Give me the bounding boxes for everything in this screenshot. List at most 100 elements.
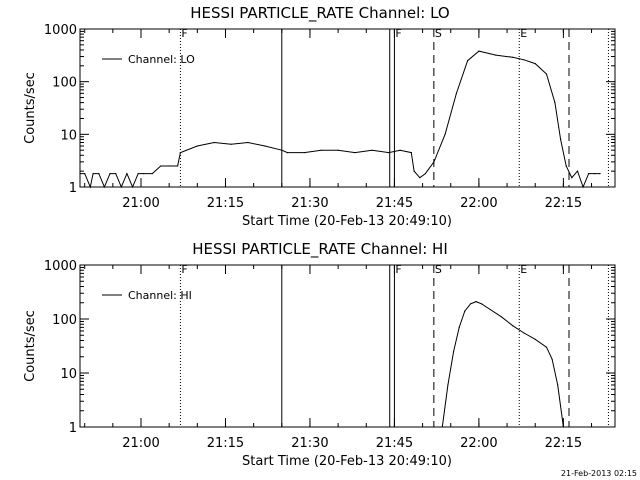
data-point [126,173,128,175]
x-tick-label: 21:30 [291,196,328,211]
data-point [560,138,562,140]
data-point [500,316,502,318]
data-point [562,426,565,428]
data-point [168,165,170,167]
x-tick-label: 21:15 [207,196,244,211]
data-point [467,60,469,62]
data-point [337,149,339,151]
y-tick-label: 10 [60,128,77,143]
data-point [160,165,162,167]
x-tick-label: 22:15 [545,436,582,451]
data-point [320,149,322,151]
data-point [458,326,460,328]
data-point [354,152,356,154]
data-point [213,141,215,144]
data-point [489,308,491,311]
data-point [523,59,525,61]
x-tick-label: 21:00 [122,196,159,211]
data-point [399,149,401,151]
data-point [413,170,415,172]
data-point [599,173,601,175]
data-point [554,102,556,104]
x-axis-label: Start Time (20-Feb-13 20:49:10) [242,454,452,469]
y-tick-label: 10 [60,367,77,382]
data-point [475,301,477,303]
data-point [571,177,573,179]
data-point [419,177,421,179]
y-tick-label: 100 [52,313,77,328]
data-point [512,56,514,58]
chart-title: HESSI PARTICLE_RATE Channel: HI [192,240,448,259]
plot-frame [79,28,616,188]
timestamp-footer: 21-Feb-2013 02:15 [561,469,637,478]
data-point [534,338,536,340]
data-point [109,173,111,175]
data-point [512,325,514,327]
data-point [303,152,305,154]
event-marker-label: F [395,27,401,40]
x-tick-label: 22:00 [460,196,497,211]
data-point [545,346,548,348]
x-tick-label: 22:00 [460,436,497,451]
event-marker-label: S [435,27,442,40]
data-point [551,358,553,360]
data-point [495,54,497,56]
x-axis-label: Start Time (20-Feb-13 20:49:10) [242,214,452,229]
y-axis-label: Counts/sec [23,72,38,144]
data-point [281,149,283,151]
data-point [593,173,596,175]
data-point [98,173,100,175]
data-point [84,173,86,175]
legend-label: Channel: HI [128,289,192,302]
data-point [89,186,91,188]
data-point [576,170,579,172]
data-point [286,152,288,154]
x-tick-label: 21:45 [376,436,413,451]
data-point [371,149,373,151]
data-point [92,173,94,175]
data-point [247,141,249,144]
data-point [230,143,232,145]
chart-lo-channel: HESSI PARTICLE_RATE Channel: LO Counts/se… [23,4,616,229]
data-point [545,73,548,75]
data-point [447,384,449,386]
y-tick-label: 1 [69,181,77,196]
data-point [588,173,590,175]
data-point [79,173,81,175]
plot-frame [79,264,616,428]
data-point [424,173,426,175]
data-point [481,303,483,305]
data-point [143,173,145,175]
data-point [433,161,435,163]
data-point [115,173,117,175]
data-point [132,186,134,188]
data-point [103,186,105,188]
data-point [196,145,198,147]
data-point [388,152,390,154]
data-point [120,186,122,188]
data-point [177,165,179,167]
event-marker-label: F [395,263,401,276]
data-point [534,63,536,65]
y-axis-label: Counts/sec [23,310,38,382]
data-point [179,152,181,154]
data-point [444,133,446,135]
y-tick-label: 1 [69,421,77,436]
y-tick-label: 1000 [44,259,77,274]
chart-title: HESSI PARTICLE_RATE Channel: LO [190,4,449,23]
chart-hi-channel: HESSI PARTICLE_RATE Channel: HI Counts/se… [23,240,616,469]
data-point [582,186,584,188]
x-tick-label: 21:00 [122,436,159,451]
series-line [441,301,564,428]
x-tick-label: 22:15 [545,196,582,211]
legend-label: Channel: LO [128,53,195,66]
event-marker-label: E [520,27,527,40]
data-point [151,173,153,175]
data-point [264,145,266,147]
y-tick-label: 100 [52,76,77,91]
data-point [478,50,480,52]
series-line [80,50,600,189]
event-marker-label: E [520,263,527,276]
event-marker-label: S [435,263,442,276]
